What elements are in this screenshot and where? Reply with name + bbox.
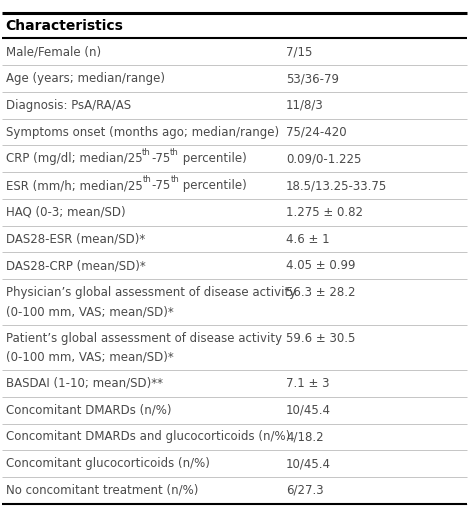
Text: 0.09/0-1.225: 0.09/0-1.225 bbox=[286, 152, 362, 165]
Text: (0-100 mm, VAS; mean/SD)*: (0-100 mm, VAS; mean/SD)* bbox=[6, 351, 174, 364]
Text: th: th bbox=[170, 175, 179, 184]
Text: Concomitant DMARDs and glucocorticoids (n/%): Concomitant DMARDs and glucocorticoids (… bbox=[6, 430, 290, 443]
Text: 53/36-79: 53/36-79 bbox=[286, 72, 339, 85]
Text: 11/8/3: 11/8/3 bbox=[286, 99, 324, 112]
Text: DAS28-CRP (mean/SD)*: DAS28-CRP (mean/SD)* bbox=[6, 259, 145, 272]
Text: Concomitant DMARDs (n/%): Concomitant DMARDs (n/%) bbox=[6, 404, 171, 417]
Text: 10/45.4: 10/45.4 bbox=[286, 457, 331, 470]
Text: 7.1 ± 3: 7.1 ± 3 bbox=[286, 377, 330, 390]
Text: Patient’s global assessment of disease activity: Patient’s global assessment of disease a… bbox=[6, 332, 282, 345]
Text: 1.275 ± 0.82: 1.275 ± 0.82 bbox=[286, 206, 363, 219]
Text: th: th bbox=[143, 175, 151, 184]
Text: percentile): percentile) bbox=[179, 152, 247, 165]
Text: percentile): percentile) bbox=[179, 179, 247, 192]
Text: BASDAI (1-10; mean/SD)**: BASDAI (1-10; mean/SD)** bbox=[6, 377, 163, 390]
Text: ESR (mm/h; median/25: ESR (mm/h; median/25 bbox=[6, 179, 143, 192]
Text: 75/24-420: 75/24-420 bbox=[286, 126, 347, 139]
Text: 4.6 ± 1: 4.6 ± 1 bbox=[286, 232, 330, 246]
Text: Symptoms onset (months ago; median/range): Symptoms onset (months ago; median/range… bbox=[6, 126, 279, 139]
Text: Concomitant glucocorticoids (n/%): Concomitant glucocorticoids (n/%) bbox=[6, 457, 210, 470]
Text: No concomitant treatment (n/%): No concomitant treatment (n/%) bbox=[6, 484, 198, 497]
Text: 4/18.2: 4/18.2 bbox=[286, 430, 324, 443]
Text: Physician’s global assessment of disease activity: Physician’s global assessment of disease… bbox=[6, 286, 296, 299]
Text: DAS28-ESR (mean/SD)*: DAS28-ESR (mean/SD)* bbox=[6, 232, 145, 246]
Text: th: th bbox=[170, 148, 179, 157]
Text: 4.05 ± 0.99: 4.05 ± 0.99 bbox=[286, 259, 356, 272]
Text: 18.5/13.25-33.75: 18.5/13.25-33.75 bbox=[286, 179, 387, 192]
Text: Male/Female (n): Male/Female (n) bbox=[6, 45, 101, 58]
Text: HAQ (0-3; mean/SD): HAQ (0-3; mean/SD) bbox=[6, 206, 125, 219]
Text: CRP (mg/dl; median/25: CRP (mg/dl; median/25 bbox=[6, 152, 142, 165]
Text: 10/45.4: 10/45.4 bbox=[286, 404, 331, 417]
Text: 59.6 ± 30.5: 59.6 ± 30.5 bbox=[286, 332, 356, 345]
Text: 7/15: 7/15 bbox=[286, 45, 312, 58]
Text: 56.3 ± 28.2: 56.3 ± 28.2 bbox=[286, 286, 356, 299]
Text: Diagnosis: PsA/RA/AS: Diagnosis: PsA/RA/AS bbox=[6, 99, 131, 112]
Text: (0-100 mm, VAS; mean/SD)*: (0-100 mm, VAS; mean/SD)* bbox=[6, 305, 174, 319]
Text: -75: -75 bbox=[151, 152, 170, 165]
Text: Characteristics: Characteristics bbox=[6, 18, 123, 33]
Text: -75: -75 bbox=[151, 179, 170, 192]
Text: 6/27.3: 6/27.3 bbox=[286, 484, 324, 497]
Text: Age (years; median/range): Age (years; median/range) bbox=[6, 72, 165, 85]
Text: th: th bbox=[142, 148, 151, 157]
